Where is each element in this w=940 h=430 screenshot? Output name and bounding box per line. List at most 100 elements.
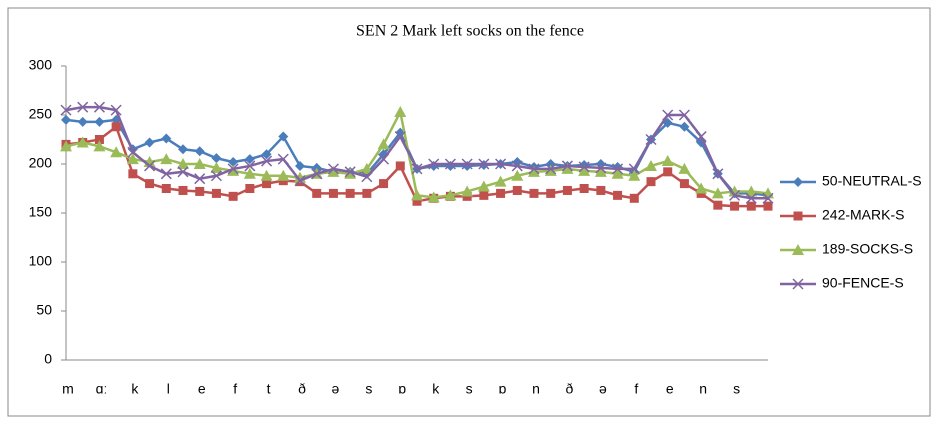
marker [394,106,407,118]
y-tick-label: 150 [29,204,53,220]
marker [511,160,523,172]
marker [194,146,205,157]
marker [763,201,773,211]
y-tick-label: 50 [36,302,52,318]
marker [596,185,606,195]
marker [328,188,338,198]
marker [679,179,689,189]
marker [128,169,138,179]
marker [511,169,524,181]
marker [344,167,357,179]
x-tick-label: ə [332,381,340,397]
marker [60,140,72,152]
marker [746,201,756,211]
x-tick-label: s [365,381,372,397]
marker [327,165,340,177]
legend-marker [793,211,803,221]
marker [545,163,557,175]
marker [628,163,640,175]
marker [595,159,606,169]
marker [478,158,490,170]
x-tick-label: ə [599,381,607,397]
marker [461,158,473,170]
marker [360,162,373,174]
marker [294,175,306,187]
marker [546,188,556,198]
chart-border [7,7,931,417]
marker [427,191,440,203]
marker [663,167,673,177]
marker [428,158,440,170]
marker [477,180,490,192]
marker [261,155,273,167]
marker [244,160,256,172]
legend-label: 189-SOCKS-S [822,241,913,257]
marker [228,191,238,201]
marker [277,153,289,165]
marker [228,157,239,168]
x-tick-label: n [532,381,540,397]
marker [662,109,674,121]
marker [210,161,223,173]
marker [361,171,373,183]
marker [277,169,290,181]
marker [394,131,406,143]
marker [444,158,456,170]
x-tick-label: ð [566,381,574,397]
marker [711,187,724,199]
marker [261,149,272,160]
marker [194,173,206,185]
marker [177,158,189,169]
marker [411,163,423,175]
marker [77,101,89,113]
marker [160,153,173,165]
marker [661,155,674,167]
marker [611,167,624,179]
marker [94,135,104,144]
marker [76,136,89,148]
marker [629,193,639,203]
legend-marker [792,278,804,290]
marker [110,146,123,158]
marker [144,137,155,148]
marker [144,160,156,172]
marker [94,116,105,127]
marker [227,164,240,176]
marker [613,190,623,200]
y-tick-label: 200 [29,155,53,171]
marker [695,182,708,194]
x-tick-label: e [198,381,206,397]
marker [93,101,105,113]
marker [111,122,121,132]
marker [262,179,272,189]
x-tick-label: s [733,381,740,397]
marker [378,153,390,165]
x-tick-label: ð [298,381,306,397]
marker [645,159,657,171]
marker [211,153,222,164]
x-tick-label: f [634,381,638,397]
marker [713,200,723,210]
marker [729,189,741,201]
x-tick-label: l [167,381,170,397]
marker [77,116,88,127]
marker [193,158,206,169]
legend-label: 90-FENCE-S [822,275,904,291]
marker [245,184,255,193]
marker [311,168,323,180]
y-tick-label: 250 [29,106,53,122]
marker [260,169,273,181]
legend-marker [792,244,804,255]
marker [479,190,489,200]
marker [61,114,71,125]
marker [210,170,222,182]
marker [379,179,389,189]
marker [579,184,589,193]
marker [312,188,322,198]
y-tick-label: 100 [29,253,53,269]
x-tick-label: k [432,381,440,397]
marker [594,165,607,177]
marker [728,185,741,197]
